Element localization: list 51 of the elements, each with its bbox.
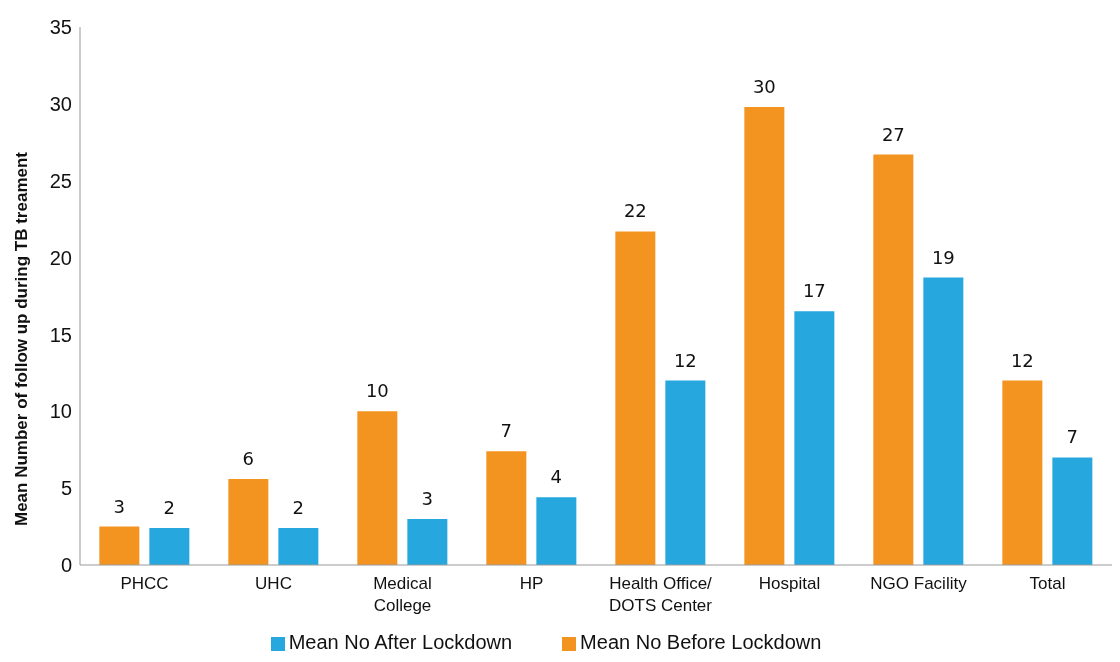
bar: [99, 526, 140, 565]
data-label: 12: [673, 349, 697, 371]
bar: [615, 231, 656, 565]
x-tick-label: Hospital: [758, 574, 821, 593]
legend-label: Mean No Before Lockdown: [580, 631, 822, 653]
data-label: 7: [1066, 426, 1079, 448]
bar: [536, 497, 577, 565]
data-label: 12: [1010, 349, 1034, 371]
bar: [1052, 457, 1093, 565]
data-label: 17: [802, 280, 826, 302]
bar: [278, 528, 319, 565]
data-label: 2: [292, 497, 305, 519]
legend-label: Mean No After Lockdown: [288, 631, 513, 653]
y-tick-label: 35: [49, 16, 72, 39]
data-label: 30: [752, 75, 776, 97]
y-tick-label: 25: [49, 169, 72, 192]
data-label: 3: [113, 495, 126, 517]
bar: [665, 380, 706, 565]
data-label: 3: [421, 487, 434, 509]
bar: [486, 451, 527, 565]
data-label: 7: [500, 420, 513, 442]
data-label: 22: [623, 200, 647, 222]
bar: [794, 311, 835, 565]
y-tick-label: 20: [49, 246, 72, 269]
data-label: 27: [881, 123, 905, 145]
bar: [744, 106, 785, 565]
x-tick-label: Medical College: [373, 574, 432, 615]
data-label: 4: [550, 466, 563, 488]
bar: [228, 478, 269, 565]
y-tick-label: 30: [49, 92, 72, 115]
data-label: 6: [242, 447, 255, 469]
data-label: 19: [931, 246, 955, 268]
data-label: 2: [163, 497, 176, 519]
bar: [149, 528, 190, 565]
bar: [923, 277, 964, 565]
x-tick-label: Total: [1029, 574, 1066, 593]
bar: [873, 154, 914, 565]
x-tick-label: UHC: [255, 574, 292, 593]
x-tick-label: Health Office/ DOTS Center: [609, 574, 713, 615]
x-tick-label: NGO Facility: [870, 574, 968, 593]
bar: [1002, 380, 1043, 565]
y-tick-label: 15: [49, 323, 72, 346]
x-tick-label: HP: [519, 574, 544, 593]
x-tick-label: PHCC: [120, 574, 169, 593]
y-tick-label: 10: [49, 400, 72, 423]
y-tick-label: 5: [60, 477, 72, 500]
bar: [407, 518, 448, 565]
y-tick-label: 0: [60, 554, 72, 577]
bar: [357, 411, 398, 565]
data-label: 10: [365, 380, 389, 402]
y-axis-title: Mean Number of follow up during TB treament: [12, 151, 32, 526]
